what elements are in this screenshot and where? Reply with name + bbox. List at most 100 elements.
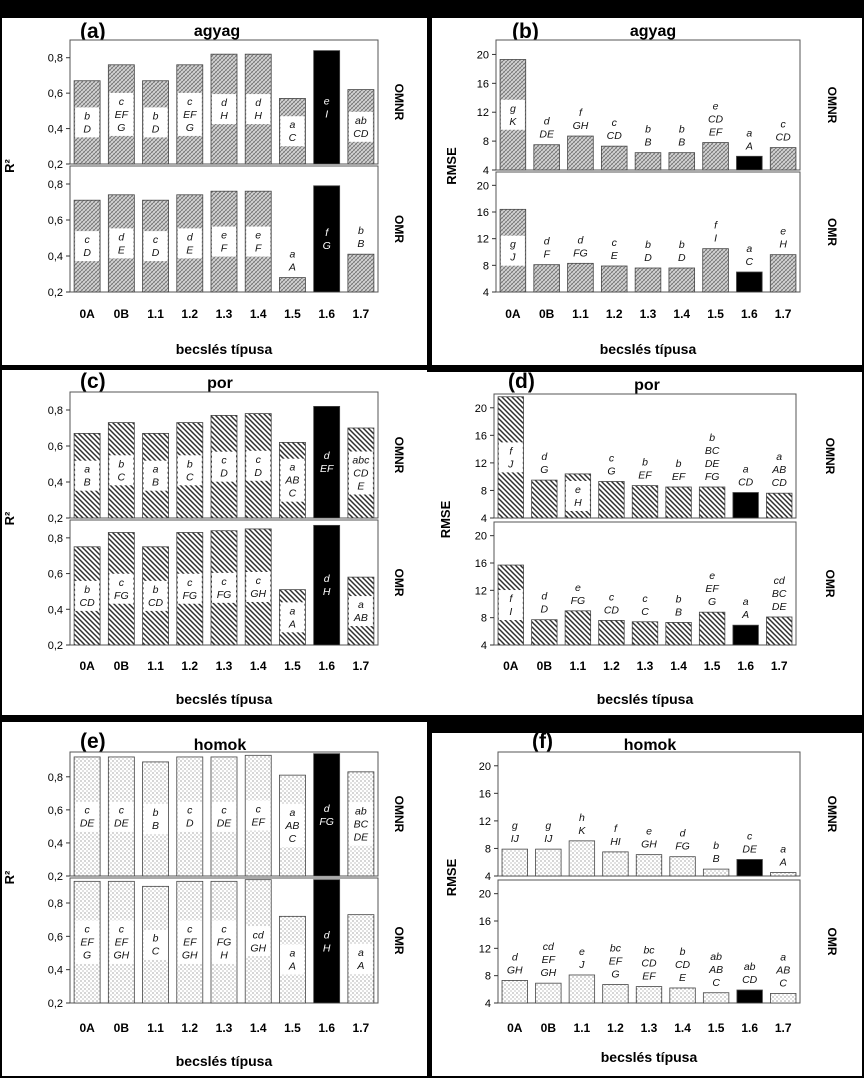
x-tick-label: 1.3 bbox=[637, 659, 654, 673]
y-tick-label: 16 bbox=[479, 916, 491, 928]
y-tick-label: 0,6 bbox=[48, 569, 63, 581]
y-tick-label: 20 bbox=[475, 403, 487, 415]
letter-box bbox=[348, 943, 373, 974]
bar-omr-1.7 bbox=[769, 254, 797, 293]
significance-letters: CD bbox=[641, 958, 657, 970]
significance-letters: EF bbox=[709, 127, 723, 139]
x-tick-label: 1.3 bbox=[641, 1021, 658, 1035]
significance-letters: c bbox=[153, 234, 159, 246]
y-tick-label: 12 bbox=[475, 585, 487, 597]
letter-box bbox=[143, 231, 168, 262]
letter-box bbox=[75, 801, 100, 832]
significance-letters: B bbox=[713, 853, 720, 865]
y-tick-label: 0,6 bbox=[48, 441, 63, 453]
letter-box bbox=[500, 99, 525, 130]
bar-omnr-1.2 bbox=[598, 481, 625, 519]
significance-letters: FG bbox=[182, 590, 197, 602]
letter-box bbox=[177, 228, 202, 259]
significance-letters: H bbox=[779, 239, 787, 251]
significance-letters: FG bbox=[573, 247, 588, 259]
significance-letters: DE bbox=[80, 817, 96, 829]
significance-letters: F bbox=[255, 243, 262, 255]
significance-letters: BC bbox=[705, 445, 720, 457]
significance-letters: DE bbox=[742, 843, 758, 855]
bar-omr-1.5 bbox=[702, 248, 729, 293]
y-tick-label: 0,6 bbox=[48, 215, 63, 227]
y-tick-label: 8 bbox=[481, 613, 487, 625]
letter-box bbox=[246, 226, 271, 257]
significance-letters: D bbox=[644, 252, 652, 264]
significance-letters: e bbox=[709, 570, 715, 582]
y-tick-label: 0,4 bbox=[48, 838, 63, 850]
significance-letters: c bbox=[609, 591, 615, 603]
significance-letters: h bbox=[579, 812, 585, 824]
significance-letters: I bbox=[714, 233, 717, 245]
y-tick-label: 0,6 bbox=[48, 931, 63, 943]
bar-omnr-1.4 bbox=[668, 152, 696, 171]
y-tick-label: 8 bbox=[485, 843, 491, 855]
x-tick-label: 1.2 bbox=[181, 307, 198, 321]
panel-e: (e) homok0,20,40,60,8OMNRcDEcDEbBcDcDEcEF… bbox=[2, 722, 427, 1076]
significance-letters: a bbox=[746, 127, 752, 139]
significance-letters: A bbox=[288, 618, 296, 630]
bar-omr-1.7 bbox=[770, 993, 797, 1004]
significance-letters: D bbox=[152, 123, 160, 135]
significance-letters: B bbox=[152, 477, 159, 489]
significance-letters: c bbox=[187, 577, 193, 589]
significance-letters: c bbox=[256, 454, 262, 466]
significance-letters: GH bbox=[250, 942, 266, 954]
significance-letters: DE bbox=[539, 129, 555, 141]
significance-letters: b bbox=[645, 239, 651, 251]
x-tick-label: 1.6 bbox=[318, 1021, 335, 1035]
bar-omr-1.4 bbox=[669, 987, 696, 1004]
x-tick-label: 1.4 bbox=[670, 659, 687, 673]
significance-letters: g bbox=[510, 239, 516, 251]
significance-letters: IJ bbox=[544, 833, 553, 845]
significance-letters: B bbox=[675, 606, 682, 618]
significance-letters: B bbox=[678, 137, 685, 149]
significance-letters: C bbox=[186, 471, 194, 483]
letter-box bbox=[75, 107, 100, 138]
letter-box bbox=[109, 801, 134, 832]
significance-letters: GH bbox=[540, 967, 556, 979]
significance-letters: C bbox=[289, 833, 297, 845]
significance-letters: CD bbox=[148, 597, 164, 609]
bar-omr-1.2 bbox=[602, 984, 629, 1004]
significance-letters: f bbox=[714, 220, 718, 232]
significance-letters: CD bbox=[604, 604, 620, 616]
bar-omr-0B bbox=[531, 619, 558, 646]
significance-letters: b bbox=[679, 239, 685, 251]
y-tick-label: 4 bbox=[481, 640, 487, 652]
significance-letters: A bbox=[741, 609, 749, 621]
y-tick-label: 16 bbox=[477, 207, 489, 219]
letter-box bbox=[143, 929, 168, 960]
letter-box bbox=[246, 571, 271, 602]
significance-letters: cd bbox=[543, 941, 555, 953]
bar-omr-1.3 bbox=[635, 986, 663, 1004]
significance-letters: D bbox=[541, 604, 549, 616]
significance-letters: AB bbox=[708, 964, 723, 976]
y-tick-label: 4 bbox=[485, 998, 491, 1010]
significance-letters: E bbox=[357, 481, 365, 493]
bar-omnr-1.7 bbox=[770, 872, 797, 877]
x-axis-label: becslés típusa bbox=[176, 341, 273, 357]
x-axis-label: becslés típusa bbox=[176, 691, 273, 707]
bar-omnr-1.6 bbox=[313, 405, 341, 519]
y-tick-label: 4 bbox=[481, 513, 487, 525]
bar-omnr-1.7 bbox=[769, 147, 797, 171]
significance-letters: EF bbox=[672, 471, 686, 483]
bar-omr-1.5 bbox=[279, 277, 306, 293]
significance-letters: cd bbox=[253, 929, 265, 941]
significance-letters: CD bbox=[353, 128, 369, 140]
x-tick-label: 1.3 bbox=[216, 1021, 233, 1035]
row-label: OMR bbox=[392, 927, 406, 955]
significance-letters: d bbox=[512, 951, 519, 963]
significance-letters: c bbox=[119, 924, 125, 936]
x-tick-label: 1.1 bbox=[570, 659, 587, 673]
significance-letters: b bbox=[84, 584, 90, 596]
bar-omr-1.1 bbox=[568, 974, 596, 1004]
bar-omr-1.2 bbox=[598, 620, 625, 646]
significance-letters: GH bbox=[641, 839, 657, 851]
x-tick-label: 0A bbox=[507, 1021, 523, 1035]
